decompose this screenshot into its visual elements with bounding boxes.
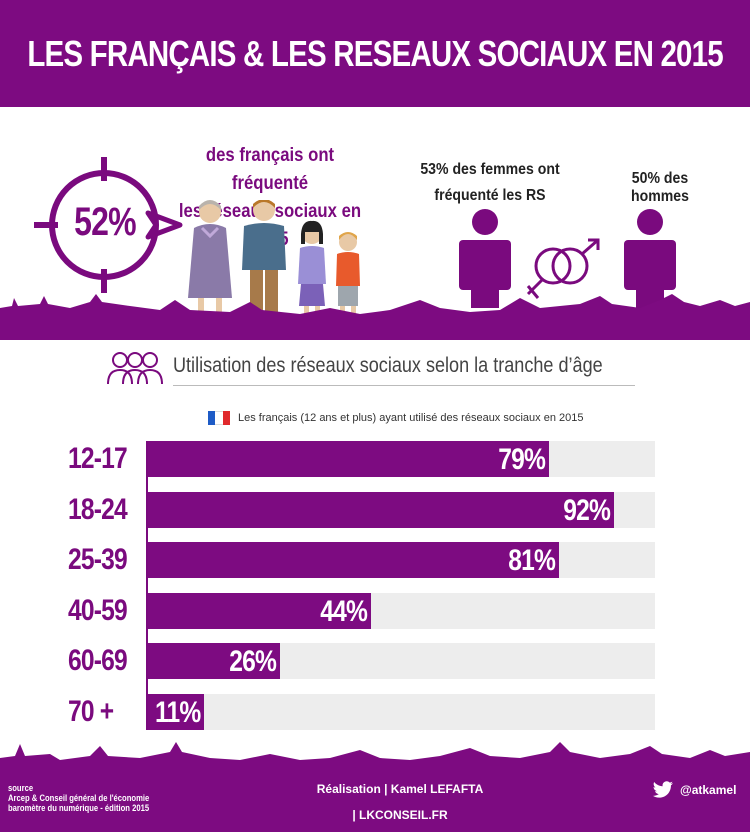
bar-row: 25-39 81% <box>0 542 750 578</box>
woman-icon <box>459 209 511 308</box>
bar-row: 40-59 44% <box>0 592 750 629</box>
bar-row: 12-17 79% <box>0 441 750 477</box>
bar-track: 11% <box>148 693 655 730</box>
bar-track: 81% <box>148 542 655 578</box>
source-line-1: Arcep & Conseil général de l'économie <box>8 793 150 803</box>
age-category-label: 60-69 <box>68 644 128 677</box>
bar-row: 18-24 92% <box>0 491 750 528</box>
age-category-label: 40-59 <box>68 593 128 627</box>
age-category-label: 18-24 <box>68 492 128 526</box>
bar-value-label: 92% <box>563 493 611 527</box>
bar-track: 92% <box>148 491 655 528</box>
target-icon <box>34 157 183 293</box>
bar-value-label: 81% <box>508 544 556 577</box>
twitter-handle[interactable]: @atkamel <box>652 781 736 799</box>
age-category-label: 12-17 <box>68 442 128 475</box>
source-label: source <box>8 783 34 793</box>
twitter-handle-text: @atkamel <box>680 783 737 797</box>
bar-row: 70 + 11% <box>0 693 750 730</box>
bar-track: 79% <box>148 441 655 477</box>
page-title: LES FRANÇAIS & LES RESEAUX SOCIAUX EN 20… <box>27 32 723 74</box>
twitter-bird-icon <box>652 781 673 798</box>
bar-value-label: 44% <box>320 594 368 628</box>
bar-value-label: 79% <box>498 443 546 476</box>
bar <box>148 491 614 528</box>
bar-track: 26% <box>148 643 655 679</box>
french-flag-icon <box>208 411 230 425</box>
bar-track: 44% <box>148 592 655 629</box>
men-stat: 50% des hommes <box>631 170 689 205</box>
skyline-bottom-decoration <box>0 742 750 832</box>
chart-axis-line <box>146 441 148 730</box>
section-heading: Utilisation des réseaux sociaux selon la… <box>105 348 635 388</box>
section-title: Utilisation des réseaux sociaux selon la… <box>173 354 603 377</box>
bar-value-label: 26% <box>229 645 277 678</box>
header-banner: LES FRANÇAIS & LES RESEAUX SOCIAUX EN 20… <box>0 0 750 107</box>
bar <box>148 542 559 578</box>
section-underline <box>173 385 635 386</box>
age-category-label: 25-39 <box>68 543 128 576</box>
legend-text: Les français (12 ans et plus) ayant util… <box>238 412 584 424</box>
gender-symbols-icon <box>526 238 600 299</box>
website-link[interactable]: | LKCONSEIL.FR <box>352 808 448 822</box>
bar-row: 60-69 26% <box>0 643 750 679</box>
women-line-2: fréquenté les RS <box>434 187 546 204</box>
age-category-label: 70 + <box>68 694 114 728</box>
bar <box>148 592 371 629</box>
bar <box>148 693 204 730</box>
author-credit: Réalisation | Kamel LEFAFTA <box>316 782 484 796</box>
chart-legend: Les français (12 ans et plus) ayant util… <box>208 410 583 426</box>
man-icon <box>624 209 676 308</box>
source-line-2: baromètre du numérique - édition 2015 <box>8 803 150 813</box>
bar-value-label: 11% <box>154 695 201 729</box>
skyline-top-decoration <box>0 294 750 340</box>
bar <box>148 643 280 679</box>
hero-percent: 52% <box>74 200 136 244</box>
women-line-1: 53% des femmes ont <box>420 161 560 178</box>
women-stat: 53% des femmes ont fréquenté les RS <box>415 157 565 209</box>
source-note: source Arcep & Conseil général de l'écon… <box>8 783 149 813</box>
people-group-icon <box>107 352 163 385</box>
hero-line-1: des français ont fréquenté <box>205 145 335 194</box>
bar <box>148 441 549 477</box>
